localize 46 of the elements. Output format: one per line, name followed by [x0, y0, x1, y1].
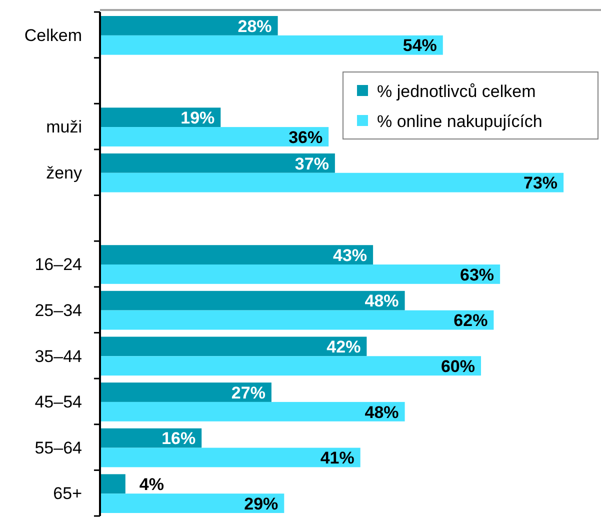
bar [100, 310, 494, 330]
bar [100, 108, 221, 128]
data-label: 73% [524, 174, 558, 193]
bar [100, 172, 564, 192]
data-label: 60% [440, 356, 475, 376]
bar [100, 127, 329, 146]
data-label: 62% [454, 311, 488, 330]
bar [100, 474, 126, 494]
y-tick-label: ženy [46, 163, 82, 182]
data-label: 19% [180, 108, 215, 128]
data-label: 4% [139, 475, 164, 494]
bar [100, 448, 360, 468]
legend-label: % jednotlivců celkem [377, 82, 536, 102]
data-label: 41% [320, 448, 354, 468]
data-label: 42% [326, 338, 361, 357]
data-label: 43% [333, 246, 368, 265]
y-tick-label: 25–34 [34, 300, 82, 320]
bar [100, 264, 500, 284]
bar [100, 290, 405, 310]
bar [100, 245, 374, 264]
bar [100, 494, 284, 513]
bar [100, 402, 405, 422]
data-label: 28% [238, 16, 272, 36]
data-label: 48% [364, 292, 399, 311]
data-label: 16% [162, 429, 196, 448]
y-tick-label: Celkem [24, 26, 82, 46]
data-label: 36% [288, 128, 323, 147]
y-tick-label: 65+ [53, 484, 82, 504]
y-tick-label: 45–54 [34, 392, 82, 412]
data-label: 54% [402, 36, 437, 56]
bar [100, 35, 443, 55]
bar [100, 356, 481, 376]
bar [100, 336, 367, 356]
y-tick-label: 35–44 [34, 346, 82, 366]
data-label: 48% [364, 402, 399, 422]
data-label: 63% [460, 265, 494, 284]
data-label: 37% [294, 154, 329, 174]
y-tick-label: 55–64 [34, 438, 82, 458]
data-label: 29% [244, 494, 278, 514]
y-tick-label: muži [46, 118, 82, 137]
bar [100, 16, 278, 36]
y-tick-label: 16–24 [34, 255, 82, 274]
bar [100, 153, 335, 173]
data-label: 27% [231, 383, 266, 402]
bar [100, 382, 272, 402]
legend-label: % online nakupujících [377, 112, 542, 132]
